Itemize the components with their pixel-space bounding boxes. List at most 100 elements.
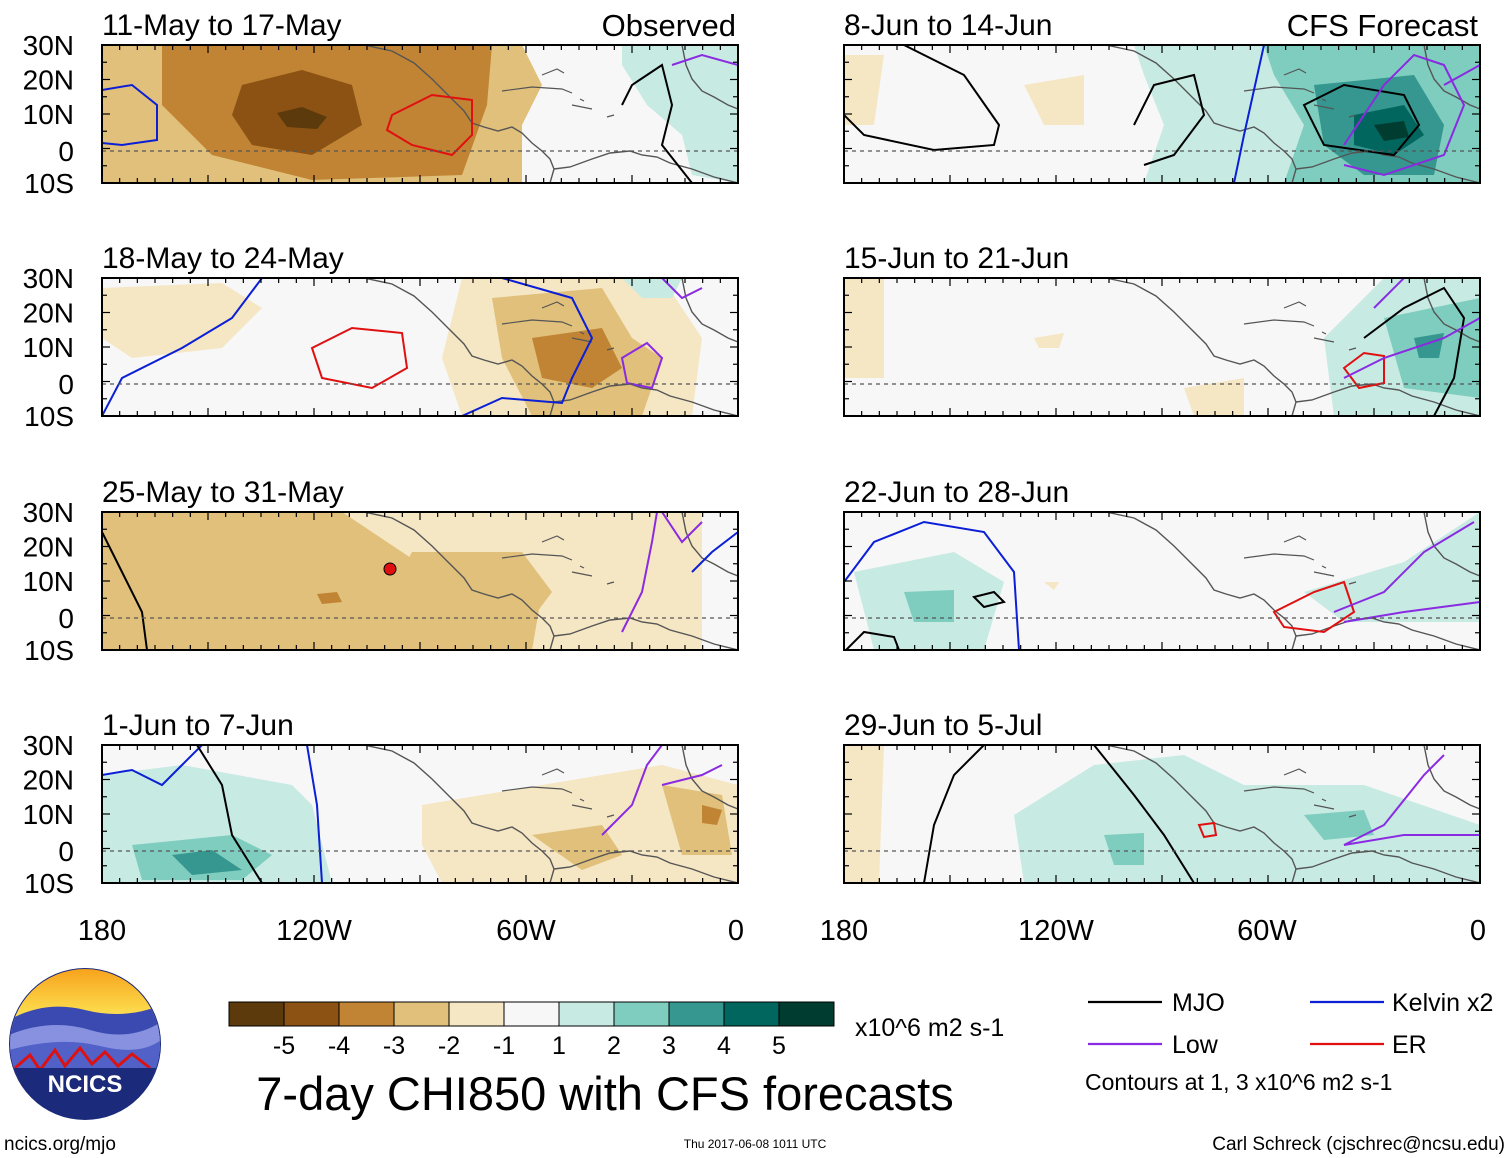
lat-tick-label: 30N — [23, 497, 74, 528]
map-panel: 15-Jun to 21-Jun — [843, 242, 1481, 417]
panel-title: 18-May to 24-May — [102, 242, 344, 275]
contour-line — [1272, 580, 1356, 634]
lat-tick-label: 10S — [24, 401, 74, 432]
anomaly-shading — [422, 765, 738, 883]
panel-title: 11-May to 17-May — [102, 9, 342, 42]
anomaly-shading — [1304, 810, 1374, 840]
colorbar-swatch — [778, 1001, 835, 1027]
lat-tick-label: 20N — [23, 298, 74, 329]
coastline — [1105, 45, 1480, 183]
map-panel: 29-Jun to 5-Jul — [843, 709, 1481, 884]
colorbar-swatch — [723, 1001, 780, 1027]
anomaly-shading — [392, 552, 552, 632]
lat-tick-label: 10S — [24, 168, 74, 199]
anomaly-shading — [102, 283, 262, 358]
contour-line — [1363, 286, 1466, 416]
lon-tick-label: 0 — [1470, 915, 1486, 947]
lon-axis-right: 180 120W 60W 0 — [820, 915, 1486, 947]
anomaly-shading — [1184, 378, 1244, 416]
storm-marker — [383, 562, 397, 576]
lon-tick-label: 120W — [276, 915, 352, 947]
forecast-label: CFS Forecast — [1287, 8, 1479, 43]
lat-tick-label: 0 — [58, 369, 74, 400]
colorbar-swatch — [448, 1001, 505, 1027]
lat-tick-label: 0 — [58, 836, 74, 867]
anomaly-shading — [172, 850, 242, 875]
lat-tick-label: 20N — [23, 532, 74, 563]
contour-line — [844, 630, 900, 650]
lat-tick-label: 10N — [23, 99, 74, 130]
contour-line — [1343, 601, 1480, 623]
map-panel: 11-May to 17-May — [101, 9, 739, 184]
islands — [1243, 768, 1357, 818]
contour-line — [621, 512, 658, 633]
contour-line — [661, 512, 703, 544]
legend-label-kelvin: Kelvin x2 — [1392, 989, 1493, 1017]
legend-note: Contours at 1, 3 x10^6 m2 s-1 — [1085, 1069, 1392, 1095]
islands — [1243, 301, 1357, 351]
colorbar-label: -4 — [328, 1032, 350, 1060]
lon-tick-label: 120W — [1018, 915, 1094, 947]
contour-line — [385, 93, 473, 157]
coastline — [363, 512, 738, 650]
coastline — [1105, 278, 1480, 416]
lat-tick-label: 20N — [23, 765, 74, 796]
coastline — [1105, 512, 1480, 650]
islands — [501, 768, 615, 818]
colorbar-units: x10^6 m2 s-1 — [855, 1014, 1004, 1042]
panel-title: 15-Jun to 21-Jun — [844, 242, 1069, 275]
contour-line — [1343, 317, 1480, 379]
colorbar-swatch — [393, 1001, 450, 1027]
contour-line — [1233, 45, 1265, 183]
colorbar-label: -3 — [383, 1032, 405, 1060]
contour-line — [1342, 351, 1385, 390]
contour-line — [621, 63, 693, 183]
anomaly-shading — [1044, 582, 1059, 590]
anomaly-shading — [844, 55, 884, 125]
colorbar-swatch — [228, 1001, 285, 1027]
anomaly-shading — [277, 107, 327, 129]
contour-line — [923, 745, 985, 883]
lat-tick-label: 0 — [58, 136, 74, 167]
legend-label-er: ER — [1392, 1031, 1427, 1059]
contour-line — [601, 745, 663, 836]
lon-axis-left: 180 120W 60W 0 — [78, 915, 744, 947]
contour-line — [1373, 278, 1405, 309]
anomaly-shading — [844, 278, 884, 378]
observed-label: Observed — [602, 8, 736, 43]
legend-label-low: Low — [1172, 1031, 1219, 1059]
map-panel: 18-May to 24-May — [101, 242, 739, 417]
contour-line — [1197, 821, 1218, 839]
legend-label-mjo: MJO — [1172, 989, 1225, 1017]
anomaly-shading — [1034, 333, 1064, 348]
map-panel: 8-Jun to 14-Jun — [843, 9, 1481, 184]
colorbar-swatch — [668, 1001, 725, 1027]
contour-line — [102, 745, 203, 787]
anomaly-shading — [702, 805, 722, 825]
colorbar-label: -1 — [493, 1032, 515, 1060]
map-panels: 11-May to 17-May 18-May to 24-May 25-May t… — [23, 9, 1481, 899]
colorbar-label: 2 — [607, 1032, 621, 1060]
lat-tick-label: 30N — [23, 730, 74, 761]
lon-tick-label: 0 — [728, 915, 744, 947]
contour-line — [972, 590, 1006, 609]
colorbar-label: 3 — [662, 1032, 676, 1060]
anomaly-shading — [662, 785, 732, 855]
contour-legend: MJO Kelvin x2 Low ER Contours at 1, 3 x1… — [1085, 989, 1493, 1095]
contour-line — [1133, 73, 1206, 166]
contour-line — [1093, 745, 1195, 883]
coastline — [363, 45, 738, 183]
lat-tick-label: 20N — [23, 65, 74, 96]
islands — [1243, 535, 1357, 585]
contour-line — [1302, 83, 1421, 157]
colorbar-swatch — [558, 1001, 615, 1027]
colorbar-swatch — [503, 1001, 560, 1027]
colorbar-swatch — [613, 1001, 670, 1027]
panel-title: 25-May to 31-May — [102, 476, 344, 509]
islands — [501, 301, 615, 351]
contour-line — [102, 83, 158, 147]
anomaly-shading — [904, 590, 954, 622]
colorbar-swatch — [283, 1001, 340, 1027]
islands — [501, 68, 615, 118]
